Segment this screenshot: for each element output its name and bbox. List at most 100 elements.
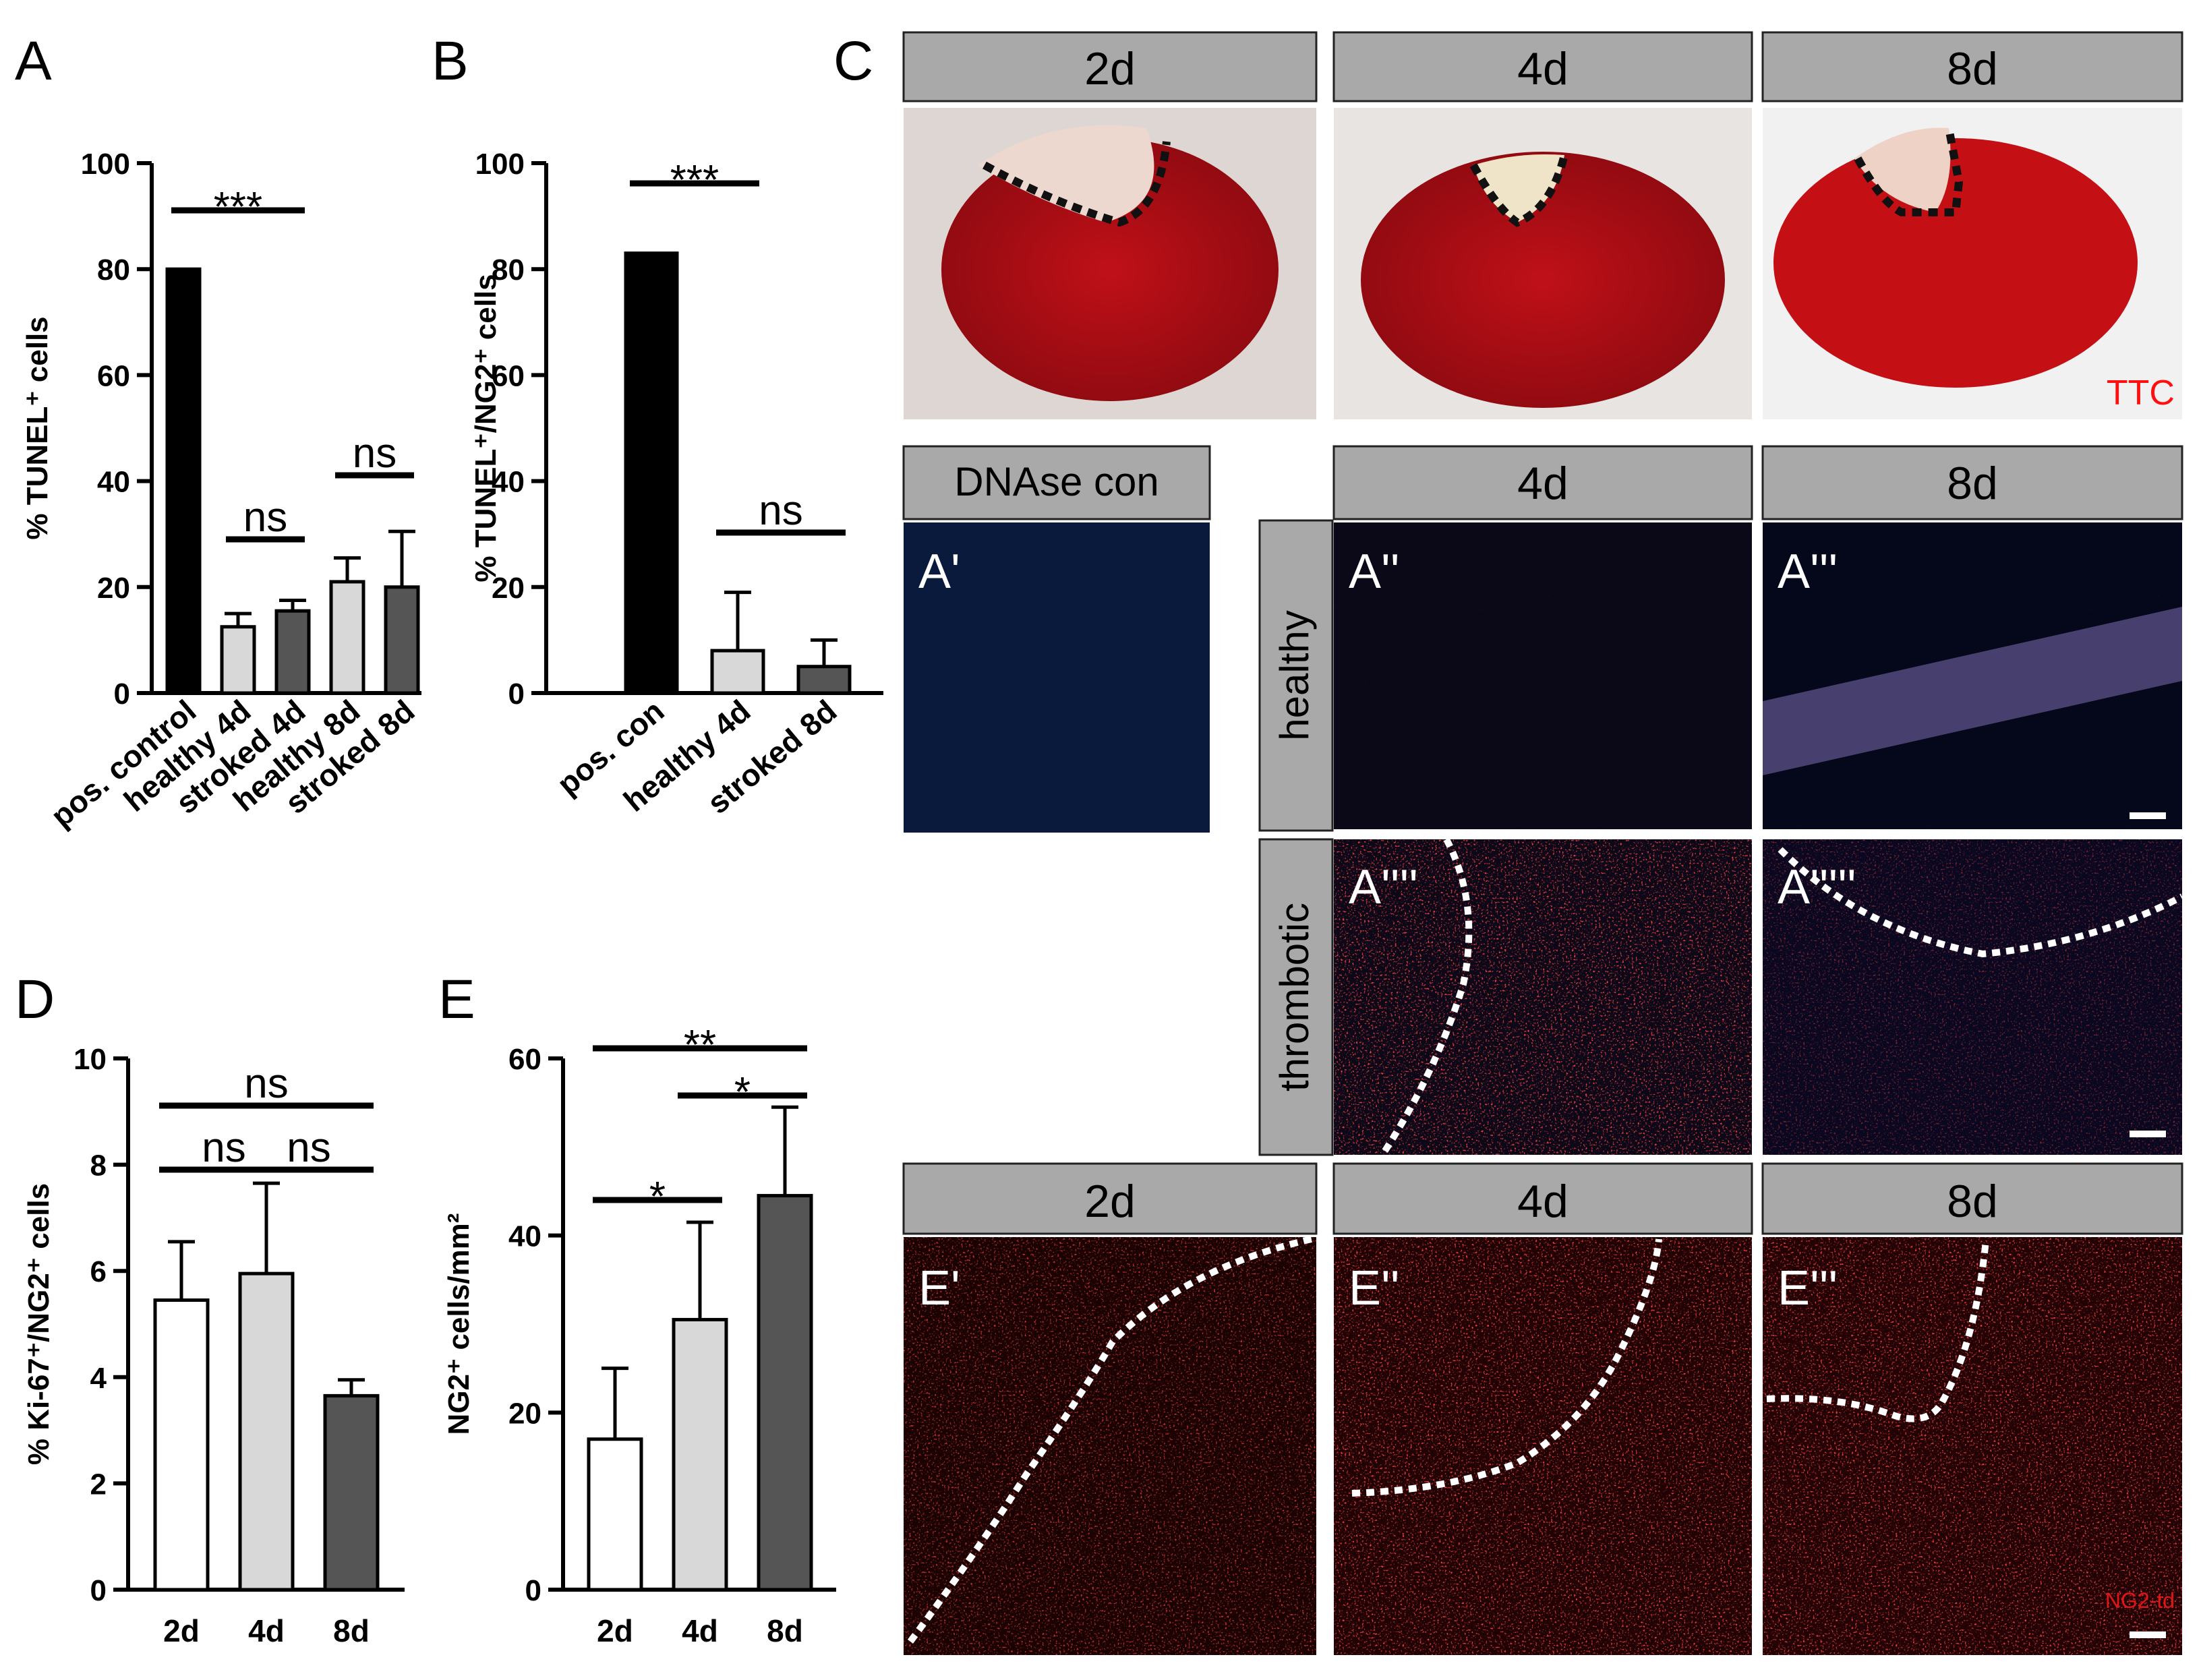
image-label-a1: A'	[918, 545, 960, 599]
ttc-stain-label: TTC	[2107, 373, 2175, 413]
dnase-header: DNAse con	[954, 459, 1158, 504]
y-tick-label: 6	[90, 1255, 107, 1288]
tunel-header-4d-box	[1332, 445, 1753, 520]
scale-bar	[2130, 812, 2166, 819]
ttc-header-4d-box	[1332, 31, 1753, 102]
panel-label-e: E	[438, 969, 475, 1030]
row-label-healthy: healthy	[1272, 610, 1317, 740]
y-tick-label: 60	[508, 1043, 541, 1076]
ttc-image-2d	[904, 108, 1316, 419]
tunel-header-4d: 4d	[1517, 458, 1568, 509]
bar	[165, 267, 202, 695]
image-label-a5: A'''''	[1778, 860, 1856, 914]
image-label-a2: A''	[1349, 545, 1400, 599]
y-tick-label: 8	[90, 1149, 107, 1182]
y-tick-label: 40	[492, 466, 525, 499]
scale-bar	[2130, 1131, 2166, 1137]
bar	[220, 625, 256, 695]
ttc-header-2d-box	[902, 31, 1318, 102]
y-tick-label: 0	[508, 678, 525, 711]
bar	[710, 649, 765, 695]
y-tick-label: 0	[90, 1574, 107, 1607]
y-tick-label: 100	[81, 148, 130, 181]
image-a-double: A''	[1334, 522, 1752, 829]
panel-label-b: B	[432, 30, 469, 92]
significance-label: ***	[670, 157, 719, 204]
e-header-4d-box	[1332, 1162, 1753, 1235]
bar	[384, 585, 420, 695]
significance-label: ns	[287, 1124, 330, 1171]
ttc-header-2d: 2d	[1084, 43, 1136, 94]
bar	[238, 1271, 295, 1592]
ttc-row: 2d 4d 8d TTC	[902, 31, 2183, 419]
tunel-header-8d-box	[1761, 445, 2183, 520]
ttc-header-8d-box	[1761, 31, 2183, 102]
image-a-prime: A'	[904, 522, 1210, 833]
bar	[323, 1393, 380, 1592]
significance-label: ns	[244, 1060, 288, 1107]
bar	[672, 1317, 728, 1592]
significance-label: ns	[759, 487, 802, 534]
y-tick-label: 20	[492, 572, 525, 605]
y-tick-label: 0	[525, 1574, 541, 1607]
significance-label: **	[684, 1022, 716, 1069]
image-label-a3: A'''	[1778, 545, 1838, 599]
significance-label: ***	[214, 184, 262, 231]
y-tick-label: 2	[90, 1468, 107, 1501]
category-label: 2d	[163, 1613, 200, 1648]
row-label-thrombotic: thrombotic	[1272, 903, 1317, 1091]
significance-label: ns	[202, 1124, 245, 1171]
y-tick-label: 20	[508, 1397, 541, 1430]
y-tick-label: 60	[97, 359, 130, 392]
y-axis-label: % TUNEL⁺/NG2⁺ cells	[469, 274, 502, 582]
y-tick-label: 20	[97, 572, 130, 605]
row-label-healthy-box	[1258, 519, 1334, 832]
tunel-block: DNAse con 4d 8d healthy thrombotic A' A'…	[902, 445, 2184, 1157]
image-a-triple: A'''	[1763, 522, 2182, 829]
significance-label: *	[649, 1174, 666, 1220]
e-header-8d-box	[1761, 1162, 2183, 1235]
image-e-prime: E'	[904, 1236, 1316, 1655]
ng2-image-block: 2d 4d 8d E' E'' E''' NG2-td	[902, 1162, 2183, 1655]
image-label-e1: E'	[918, 1261, 960, 1315]
y-tick-label: 80	[492, 253, 525, 287]
y-axis-label: % Ki-67⁺/NG2⁺ cells	[22, 1183, 55, 1465]
bar	[153, 1298, 210, 1592]
significance-label: ns	[243, 494, 287, 541]
bar	[757, 1194, 813, 1592]
bar	[274, 609, 311, 695]
bar	[624, 251, 679, 695]
category-label: 8d	[767, 1613, 803, 1648]
image-label-e3: E'''	[1778, 1261, 1838, 1315]
bar	[329, 580, 365, 695]
y-tick-label: 4	[90, 1362, 107, 1395]
scale-bar	[2130, 1631, 2166, 1638]
category-label: 4d	[248, 1613, 285, 1648]
panel-label-a: A	[15, 30, 52, 92]
y-tick-label: 60	[492, 359, 525, 392]
image-a-quint: A'''''	[1763, 839, 2184, 1155]
category-label: 2d	[597, 1613, 633, 1648]
y-tick-label: 100	[475, 148, 525, 181]
ttc-header-4d: 4d	[1517, 43, 1568, 94]
e-header-2d: 2d	[1084, 1176, 1136, 1227]
y-tick-label: 80	[97, 253, 130, 287]
significance-label: *	[734, 1069, 751, 1116]
e-header-8d: 8d	[1947, 1176, 1998, 1227]
tunel-header-8d: 8d	[1947, 458, 1998, 509]
image-e-triple: E''' NG2-td	[1763, 1237, 2182, 1655]
bar	[587, 1437, 643, 1592]
image-e-double: E''	[1334, 1237, 1752, 1655]
image-label-a4: A''''	[1349, 860, 1418, 914]
y-tick-label: 0	[114, 678, 130, 711]
dnase-header-box	[902, 445, 1211, 520]
panel-label-c: C	[833, 30, 873, 92]
y-tick-label: 40	[97, 466, 130, 499]
significance-label: ns	[353, 430, 397, 477]
e-header-2d-box	[902, 1162, 1318, 1235]
e-header-4d: 4d	[1517, 1176, 1568, 1227]
